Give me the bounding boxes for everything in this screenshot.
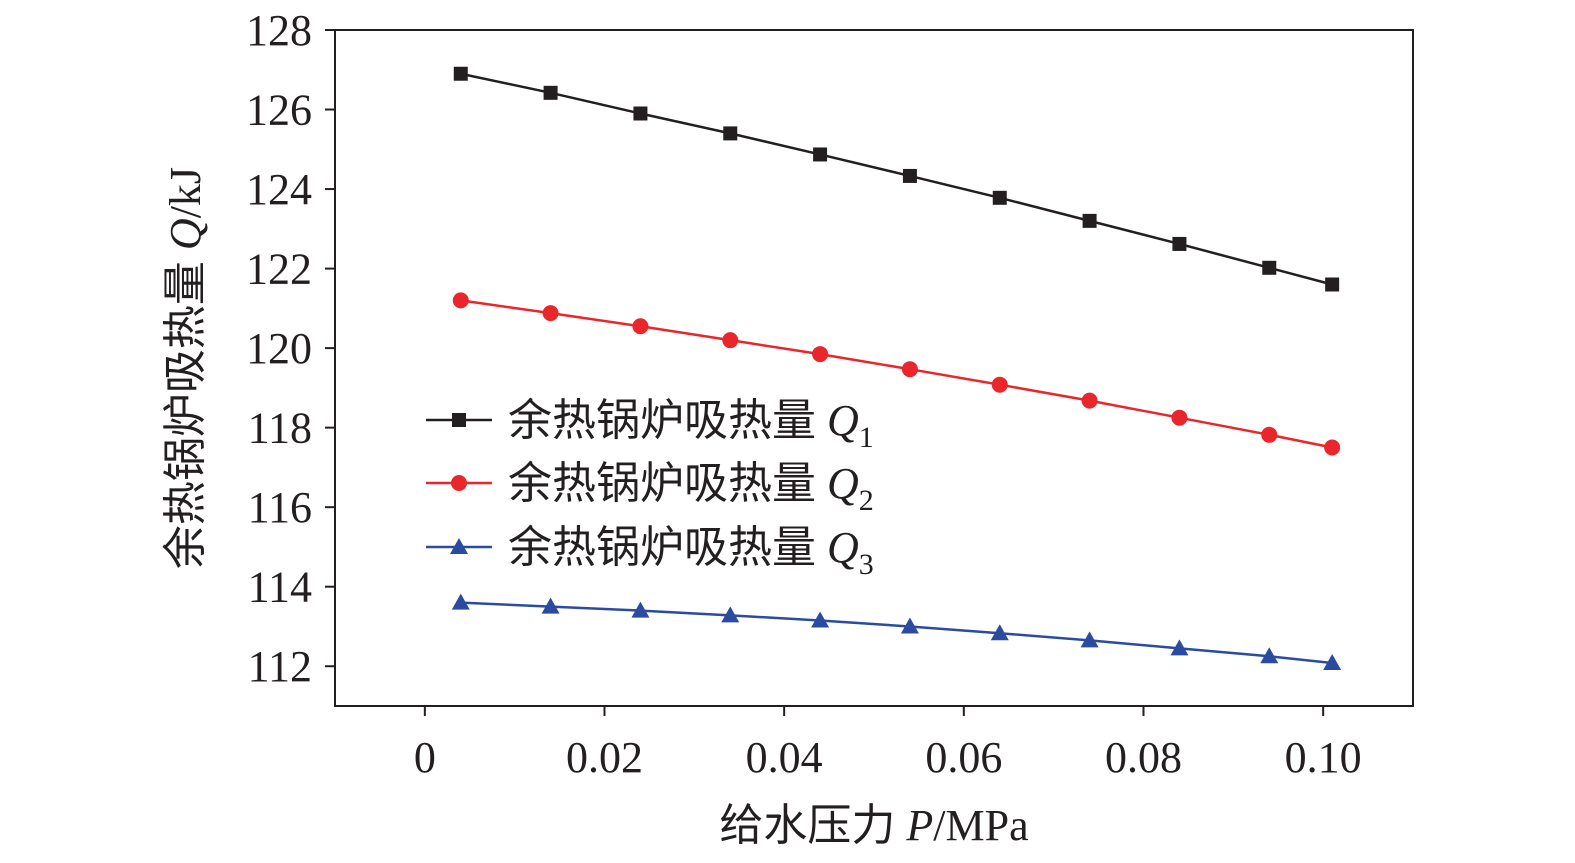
series-q2 <box>452 292 1341 456</box>
data-point <box>723 126 738 141</box>
data-point <box>1082 213 1097 228</box>
legend-label: 余热锅炉吸热量 Q1 <box>508 396 874 454</box>
data-point <box>541 597 560 614</box>
y-tick-label: 126 <box>246 86 312 135</box>
series-line <box>460 72 1333 286</box>
data-point <box>1323 654 1342 671</box>
y-axis-ticks: 112 114 116 118 120 122 124 126 128 <box>246 6 335 691</box>
data-point <box>1325 277 1340 292</box>
x-axis-title: 给水压力 P/MPa <box>719 801 1028 850</box>
data-point <box>900 617 919 634</box>
x-tick-label: 0.04 <box>746 733 823 782</box>
y-tick-label: 124 <box>246 165 312 214</box>
legend-marker <box>452 413 466 427</box>
data-point <box>452 292 469 309</box>
data-point <box>1324 439 1341 456</box>
x-axis-ticks: 0 0.02 0.04 0.06 0.08 0.10 <box>414 706 1362 782</box>
data-point <box>901 361 918 378</box>
data-point <box>812 346 829 363</box>
data-point <box>1170 639 1189 656</box>
legend-marker <box>451 475 467 491</box>
series-layer <box>451 66 1342 671</box>
data-point <box>1081 392 1098 409</box>
data-point <box>991 376 1008 393</box>
y-tick-label: 120 <box>246 324 312 373</box>
series-q3 <box>451 593 1342 671</box>
y-tick-label: 122 <box>246 245 312 294</box>
data-point <box>451 593 470 610</box>
data-point <box>1171 409 1188 426</box>
data-point <box>990 624 1009 641</box>
legend-item-q3: 余热锅炉吸热量 Q3 <box>426 523 874 581</box>
data-point <box>1262 260 1277 275</box>
data-point <box>1261 426 1278 443</box>
data-point <box>1172 236 1187 251</box>
data-point <box>631 601 650 618</box>
data-point <box>721 606 740 623</box>
data-point <box>633 106 648 121</box>
plot-frame <box>334 29 1414 707</box>
data-point <box>453 66 468 81</box>
legend-label: 余热锅炉吸热量 Q2 <box>508 459 874 517</box>
series-q1 <box>453 66 1340 292</box>
data-point <box>632 318 649 335</box>
data-point <box>902 168 917 183</box>
data-point <box>1260 647 1279 664</box>
x-tick-label: 0.10 <box>1285 733 1362 782</box>
data-point <box>992 190 1007 205</box>
data-point <box>542 305 559 322</box>
legend-label: 余热锅炉吸热量 Q3 <box>508 523 874 581</box>
y-axis-title: 余热锅炉吸热量 Q/kJ <box>161 167 210 569</box>
legend-item-q1: 余热锅炉吸热量 Q1 <box>426 396 874 454</box>
y-tick-label: 114 <box>248 563 312 612</box>
data-point <box>543 85 558 100</box>
legend-item-q2: 余热锅炉吸热量 Q2 <box>426 459 874 517</box>
x-tick-label: 0.06 <box>925 733 1002 782</box>
data-point <box>811 611 830 628</box>
y-tick-label: 118 <box>248 404 312 453</box>
legend-marker <box>450 538 468 554</box>
y-tick-label: 116 <box>248 483 312 532</box>
data-point <box>813 147 828 162</box>
x-tick-label: 0.02 <box>566 733 643 782</box>
x-tick-label: 0.08 <box>1105 733 1182 782</box>
y-tick-label: 112 <box>248 642 312 691</box>
x-tick-label: 0 <box>414 733 436 782</box>
y-tick-label: 128 <box>246 6 312 55</box>
data-point <box>722 332 739 349</box>
series-line <box>460 601 1333 665</box>
data-point <box>1080 631 1099 648</box>
